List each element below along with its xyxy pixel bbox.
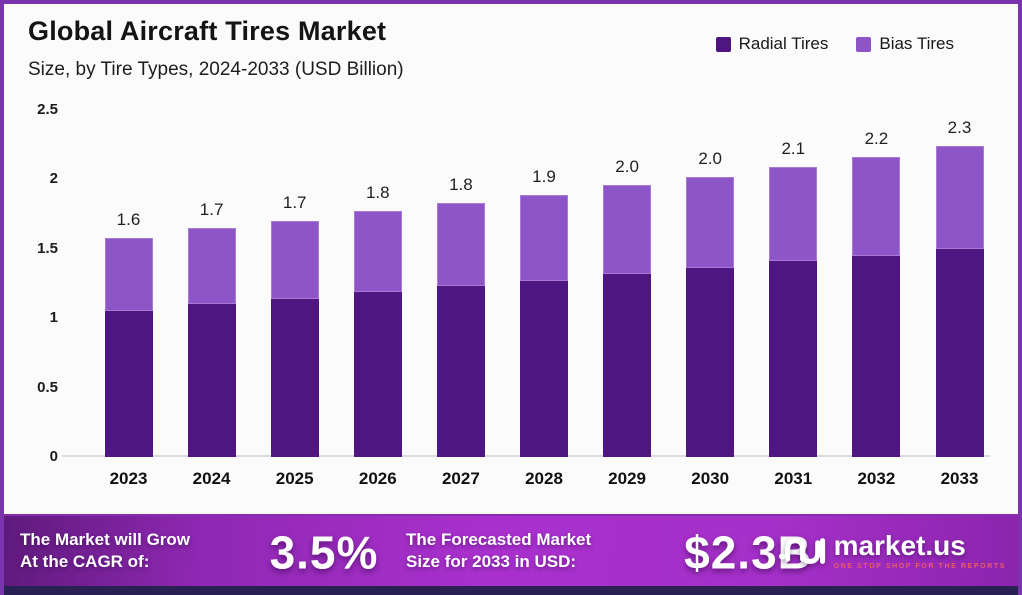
legend-label: Radial Tires: [738, 34, 829, 53]
legend-label: Bias Tires: [879, 34, 954, 53]
segment-bias-2029: [603, 184, 652, 274]
legend-item-bias-tires: Bias Tires: [856, 34, 954, 54]
brand-name: market.us: [833, 530, 966, 561]
segment-radial-2026: [353, 291, 402, 457]
bar-2023: [104, 237, 153, 457]
footer-banner: The Market will Grow At the CAGR of: 3.5…: [4, 514, 1018, 586]
y-tick-1: 1: [49, 309, 58, 327]
bar-total-label-2027: 1.8: [449, 174, 473, 194]
segment-radial-2029: [603, 273, 652, 457]
x-label-2025: 2025: [275, 469, 314, 488]
bar-total-label-2029: 2.0: [615, 156, 639, 176]
plot-area: [70, 110, 990, 457]
segment-bias-2025: [270, 221, 319, 299]
x-label-2033: 2033: [940, 469, 979, 488]
segment-radial-2025: [270, 298, 319, 457]
segment-radial-2028: [520, 280, 568, 457]
bar-2029: [603, 184, 652, 457]
bar-2026: [353, 211, 402, 457]
bar-2027: [436, 203, 485, 457]
y-tick-0.5: 0.5: [37, 378, 58, 396]
legend-swatch: [715, 36, 731, 52]
segment-bias-2028: [520, 194, 568, 281]
brand-logo: market.us ONE STOP SHOP FOR THE REPORTS: [778, 532, 1006, 570]
segment-radial-2031: [769, 261, 818, 457]
bar-total-label-2030: 2.0: [698, 148, 722, 168]
legend-item-radial-tires: Radial Tires: [715, 34, 829, 54]
bar-total-label-2028: 1.9: [532, 166, 556, 186]
brand-tagline: ONE STOP SHOP FOR THE REPORTS: [833, 563, 1006, 570]
x-label-2027: 2027: [441, 469, 480, 488]
segment-radial-2030: [686, 268, 735, 457]
segment-bias-2030: [686, 176, 735, 269]
y-tick-2: 2: [49, 170, 58, 188]
segment-bias-2026: [353, 211, 402, 292]
x-label-2029: 2029: [608, 469, 646, 488]
segment-radial-2023: [104, 311, 153, 457]
segment-radial-2027: [436, 286, 485, 457]
bar-total-label-2024: 1.7: [199, 199, 224, 219]
segment-bias-2032: [852, 157, 901, 256]
legend: Radial Tires Bias Tires: [715, 34, 954, 54]
bar-total-label-2031: 2.1: [781, 138, 806, 158]
x-label-2024: 2024: [192, 469, 231, 488]
bar-total-label-2025: 1.7: [282, 193, 307, 213]
cagr-label: The Market will Grow At the CAGR of:: [20, 529, 191, 571]
cagr-value: 3.5%: [269, 526, 379, 579]
x-label-2031: 2031: [774, 469, 813, 488]
bar-total-label-2023: 1.6: [116, 209, 141, 229]
bar-2025: [270, 221, 319, 457]
segment-radial-2024: [187, 304, 236, 457]
marketus-logo-icon: [778, 533, 826, 569]
bar-2028: [520, 194, 568, 457]
chart-subtitle: Size, by Tire Types, 2024-2033 (USD Bill…: [28, 59, 404, 80]
y-tick-1.5: 1.5: [37, 239, 58, 257]
x-label-2028: 2028: [525, 469, 563, 488]
bar-2024: [187, 228, 236, 457]
bar-2031: [769, 166, 818, 457]
legend-swatch: [856, 36, 872, 52]
forecast-label: The Forecasted Market Size for 2033 in U…: [406, 529, 592, 571]
bar-total-label-2033: 2.3: [947, 118, 972, 138]
segment-radial-2033: [935, 248, 984, 457]
segment-bias-2033: [935, 146, 984, 249]
segment-radial-2032: [852, 255, 901, 457]
x-label-2023: 2023: [109, 469, 148, 488]
segment-bias-2023: [104, 237, 153, 312]
x-label-2026: 2026: [358, 469, 397, 488]
bar-total-label-2032: 2.2: [864, 129, 889, 149]
bar-total-label-2026: 1.8: [365, 183, 390, 203]
y-tick-2.5: 2.5: [37, 101, 58, 118]
footer-bottom-strip: [4, 586, 1018, 595]
forecast-value: $2.3B: [684, 526, 812, 579]
x-label-2032: 2032: [857, 469, 896, 488]
segment-bias-2024: [187, 228, 236, 305]
segment-bias-2031: [769, 166, 818, 262]
page-title: Global Aircraft Tires Market: [28, 16, 387, 46]
segment-bias-2027: [436, 203, 485, 287]
bar-2032: [852, 157, 901, 457]
bar-2030: [686, 176, 735, 457]
x-label-2030: 2030: [691, 469, 730, 488]
bar-2033: [935, 146, 984, 457]
y-tick-0: 0: [49, 448, 58, 465]
